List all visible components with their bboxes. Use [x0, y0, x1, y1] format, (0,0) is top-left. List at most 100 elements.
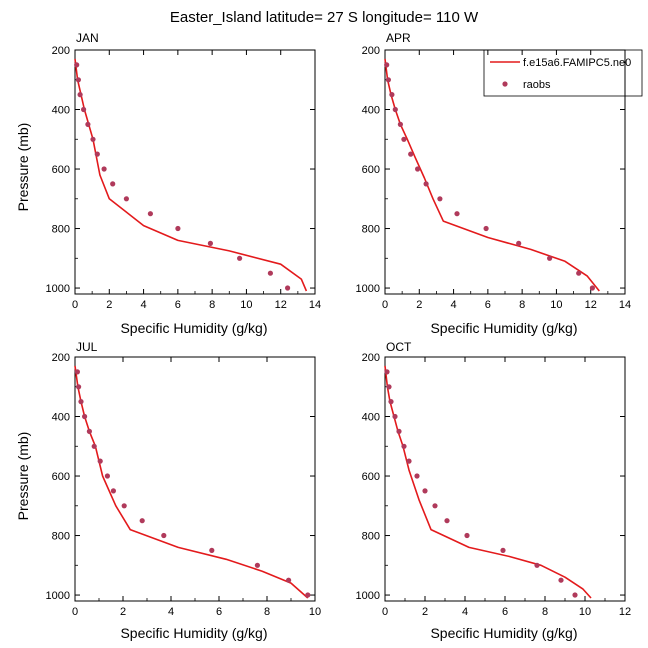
- model-line-jul: [74, 365, 309, 599]
- raobs-point-apr: [516, 240, 522, 246]
- y-tick-label-jul: 200: [52, 352, 70, 364]
- raobs-point-jan: [207, 240, 213, 246]
- y-tick-label-apr: 1000: [356, 283, 380, 295]
- x-tick-label-jan: 4: [141, 299, 147, 311]
- y-tick-label-oct: 800: [362, 531, 380, 543]
- x-tick-label-jul: 6: [216, 606, 222, 618]
- x-tick-label-jul: 0: [72, 606, 78, 618]
- raobs-point-apr: [437, 196, 443, 202]
- plot-frame-oct: [384, 356, 626, 602]
- x-tick-label-jan: 0: [72, 299, 78, 311]
- x-axis-label-apr: Specific Humidity (g/kg): [430, 320, 577, 336]
- y-axis-label-jan: Pressure (mb): [15, 123, 31, 212]
- plot-layer: 0 2 4 6 8 10 12 14 200 400 600 800 1000 0 2 4 6 8 10 12 14 20…: [46, 45, 632, 618]
- raobs-point-jan: [75, 77, 81, 83]
- x-tick-label-apr: 2: [416, 299, 422, 311]
- raobs-point-jul: [86, 428, 92, 434]
- panel-label-jan: JAN: [76, 31, 99, 45]
- panel-label-oct: OCT: [386, 340, 412, 354]
- raobs-point-oct: [464, 532, 470, 539]
- x-tick-label-apr: 10: [550, 299, 562, 311]
- raobs-point-jul: [286, 577, 292, 583]
- plot-jul: 0 2 4 6 8 10 200 400 600 800 1000: [46, 352, 322, 618]
- y-tick-label-oct: 600: [362, 471, 380, 483]
- raobs-point-apr: [423, 181, 429, 187]
- raobs-point-apr: [408, 151, 414, 157]
- x-tick-label-jul: 4: [168, 606, 174, 618]
- raobs-point-apr: [589, 285, 596, 291]
- y-tick-label-jul: 400: [52, 412, 70, 424]
- raobs-point-oct: [406, 458, 412, 464]
- raobs-point-jan: [101, 166, 107, 172]
- x-axis-label-jul: Specific Humidity (g/kg): [120, 625, 267, 641]
- raobs-point-apr: [389, 92, 395, 98]
- y-tick-label-apr: 800: [362, 224, 380, 236]
- panel-label-jul: JUL: [76, 340, 98, 354]
- x-tick-label-jul: 8: [264, 606, 270, 618]
- raobs-point-oct: [500, 547, 506, 554]
- x-tick-label-oct: 12: [619, 606, 631, 618]
- x-tick-label-oct: 4: [462, 606, 468, 618]
- raobs-point-jul: [82, 413, 88, 420]
- panel-oct: OCT Specific Humidity (g/kg): [386, 340, 578, 641]
- x-tick-label-apr: 14: [619, 299, 631, 311]
- x-tick-label-jul: 10: [309, 606, 321, 618]
- x-tick-label-jan: 12: [275, 299, 287, 311]
- raobs-point-jul: [91, 443, 97, 449]
- raobs-point-jul: [104, 473, 110, 479]
- x-tick-label-apr: 8: [519, 299, 525, 311]
- y-tick-label-jan: 200: [52, 45, 70, 57]
- legend-obs-label: raobs: [523, 79, 551, 91]
- x-tick-label-apr: 12: [585, 299, 597, 311]
- raobs-point-apr: [392, 106, 398, 113]
- x-tick-label-jan: 14: [309, 299, 321, 311]
- x-tick-label-oct: 10: [579, 606, 591, 618]
- raobs-point-apr: [483, 225, 489, 232]
- raobs-point-jul: [161, 532, 167, 539]
- raobs-point-oct: [432, 503, 438, 509]
- y-tick-label-oct: 1000: [356, 590, 380, 602]
- x-tick-label-apr: 6: [485, 299, 491, 311]
- y-tick-label-jan: 600: [52, 164, 70, 176]
- raobs-point-apr: [547, 255, 553, 261]
- legend-box: [483, 49, 643, 97]
- raobs-point-jan: [110, 181, 116, 187]
- raobs-point-oct: [414, 473, 420, 479]
- raobs-point-jul: [110, 488, 116, 494]
- model-line-apr: [384, 58, 600, 292]
- plot-frame-jul: [74, 356, 316, 602]
- y-tick-label-apr: 200: [362, 45, 380, 57]
- raobs-point-jan: [237, 255, 243, 261]
- raobs-point-oct: [384, 369, 390, 375]
- raobs-point-jul: [121, 503, 127, 509]
- y-tick-label-oct: 200: [362, 352, 380, 364]
- x-tick-label-jul: 2: [120, 606, 126, 618]
- y-tick-label-oct: 400: [362, 412, 380, 424]
- raobs-point-oct: [388, 399, 394, 405]
- y-tick-label-apr: 600: [362, 164, 380, 176]
- y-tick-label-jul: 600: [52, 471, 70, 483]
- raobs-point-oct: [386, 384, 392, 390]
- raobs-point-jan: [90, 136, 96, 142]
- x-tick-label-apr: 4: [451, 299, 457, 311]
- legend-obs-marker: [502, 81, 508, 87]
- plot-oct: 0 2 4 6 8 10 12 200 400 600 800 1000: [356, 352, 632, 618]
- raobs-point-jul: [209, 547, 215, 554]
- raobs-point-jul: [254, 562, 260, 568]
- legend-model-label: f.e15a6.FAMIPC5.ne0: [523, 57, 631, 69]
- x-tick-label-jan: 10: [240, 299, 252, 311]
- y-tick-label-jul: 800: [52, 531, 70, 543]
- raobs-point-apr: [401, 136, 407, 142]
- raobs-point-oct: [444, 518, 450, 524]
- panel-jan: JAN Pressure (mb) Specific Humidity (g/k…: [15, 31, 268, 336]
- x-axis-label-oct: Specific Humidity (g/kg): [430, 625, 577, 641]
- raobs-point-apr: [397, 121, 403, 127]
- raobs-point-jul: [139, 518, 145, 524]
- model-line-jan: [74, 58, 308, 292]
- raobs-point-oct: [396, 428, 402, 434]
- raobs-point-apr: [385, 77, 391, 83]
- x-tick-label-oct: 6: [502, 606, 508, 618]
- raobs-point-jan: [123, 196, 129, 202]
- x-tick-label-oct: 2: [422, 606, 428, 618]
- y-tick-label-jan: 400: [52, 105, 70, 117]
